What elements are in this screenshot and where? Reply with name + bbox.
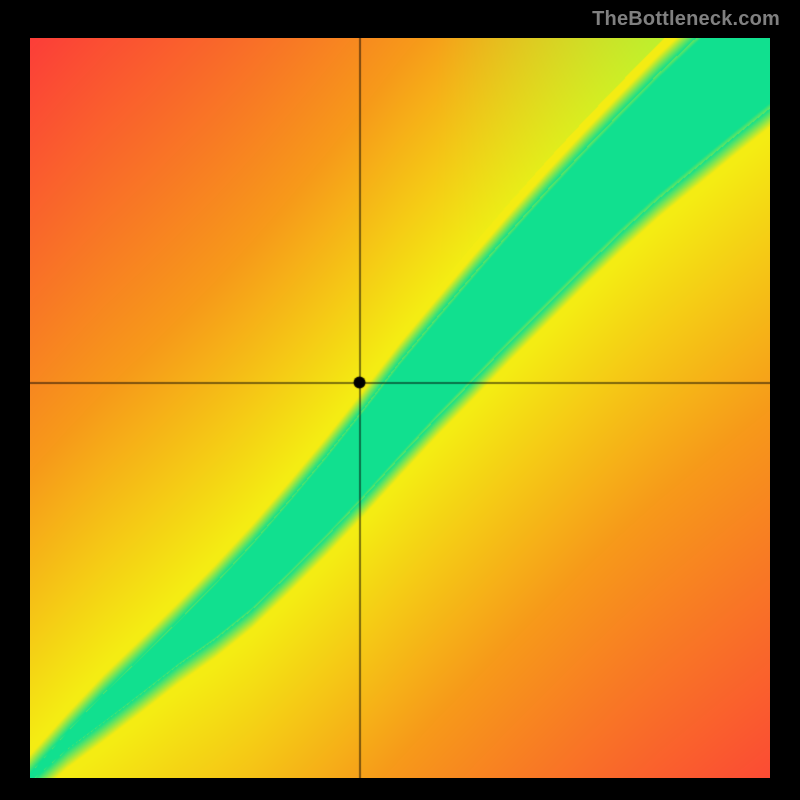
watermark-text: TheBottleneck.com [592, 8, 780, 31]
chart-container: TheBottleneck.com [0, 0, 800, 800]
bottleneck-heatmap [30, 38, 770, 778]
